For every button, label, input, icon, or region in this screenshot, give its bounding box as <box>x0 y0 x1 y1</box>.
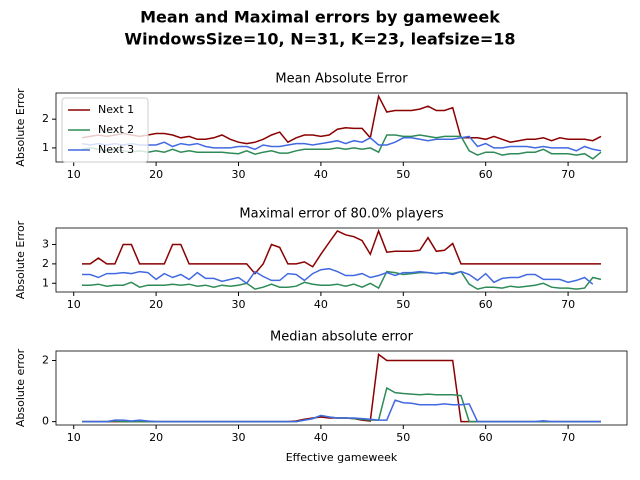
x-tick-label: 10 <box>67 168 81 181</box>
y-axis-label: Absolute error <box>14 348 27 427</box>
x-tick-label: 30 <box>232 431 246 444</box>
x-tick-label: 40 <box>314 431 328 444</box>
x-tick-label: 60 <box>479 168 493 181</box>
series-line <box>82 270 602 290</box>
y-tick-label: 1 <box>42 276 49 289</box>
y-axis-label: Absolute Error <box>14 88 27 167</box>
x-tick-label: 70 <box>561 168 575 181</box>
x-tick-label: 60 <box>479 431 493 444</box>
series-line <box>82 228 601 275</box>
y-tick-label: 1 <box>42 141 49 154</box>
axes-title: Maximal error of 80.0% players <box>239 207 443 222</box>
figure-subtitle: WindowsSize=10, N=31, K=23, leafsize=18 <box>124 30 515 49</box>
x-tick-label: 20 <box>149 431 163 444</box>
axes-title: Mean Absolute Error <box>275 72 408 87</box>
y-tick-label: 3 <box>42 237 49 250</box>
x-tick-label: 50 <box>396 298 410 311</box>
x-tick-label: 70 <box>561 298 575 311</box>
y-tick-label: 0 <box>42 415 49 428</box>
axes-frame <box>55 227 628 293</box>
series-line <box>81 135 602 152</box>
series-line <box>81 93 602 145</box>
series-line <box>82 399 601 423</box>
axes-frame <box>55 350 628 426</box>
legend: Next 1 Next 2 Next 3 <box>61 97 149 163</box>
x-tick-label: 40 <box>314 298 328 311</box>
series-line <box>81 134 602 160</box>
y-tick-label: 2 <box>42 112 49 125</box>
x-tick-label: 70 <box>561 431 575 444</box>
x-tick-label: 30 <box>232 168 246 181</box>
legend-label: Next 1 <box>98 103 134 116</box>
x-tick-label: 40 <box>314 168 328 181</box>
x-tick-label: 10 <box>67 431 81 444</box>
y-tick-label: 2 <box>42 353 49 366</box>
x-tick-label: 20 <box>149 298 163 311</box>
x-tick-label: 50 <box>396 168 410 181</box>
axes-frame <box>55 92 628 163</box>
x-tick-label: 30 <box>232 298 246 311</box>
x-tick-label: 10 <box>67 298 81 311</box>
x-tick-label: 20 <box>149 168 163 181</box>
series-line <box>82 267 594 285</box>
legend-label: Next 2 <box>98 123 134 136</box>
axes-title: Median absolute error <box>270 330 414 345</box>
figure-title: Mean and Maximal errors by gameweek <box>140 8 500 27</box>
x-axis-label: Effective gameweek <box>286 451 398 464</box>
x-tick-label: 60 <box>479 298 493 311</box>
y-axis-label: Absolute Error <box>14 220 27 299</box>
legend-box <box>61 97 149 163</box>
y-tick-label: 2 <box>42 257 49 270</box>
x-tick-label: 50 <box>396 431 410 444</box>
legend-label: Next 3 <box>98 143 134 156</box>
